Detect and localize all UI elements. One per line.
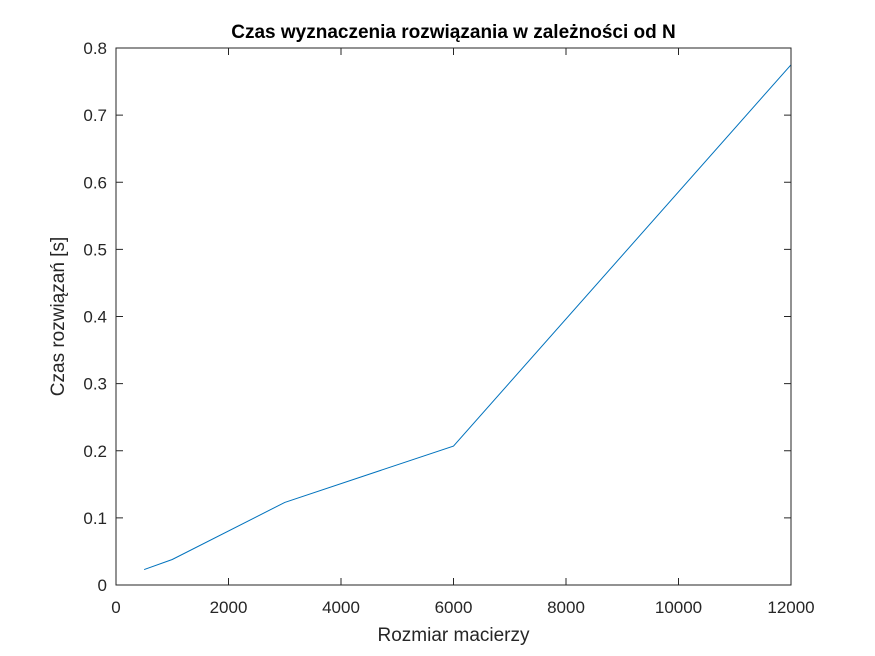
x-tick-label: 4000 xyxy=(322,598,360,617)
y-tick-label: 0.1 xyxy=(83,509,107,528)
x-tick-label: 10000 xyxy=(655,598,702,617)
y-ticks: 0 0.1 0.2 0.3 0.4 0.5 0.6 0.7 0.8 xyxy=(83,39,791,595)
x-tick-label: 8000 xyxy=(547,598,585,617)
plot-area xyxy=(116,48,791,585)
y-tick-label: 0.7 xyxy=(83,106,107,125)
y-tick-label: 0.8 xyxy=(83,39,107,58)
x-axis-label: Rozmiar macierzy xyxy=(377,625,530,646)
y-tick-label: 0.4 xyxy=(83,308,107,327)
y-axis-label: Czas rozwiązań [s] xyxy=(48,237,69,396)
x-tick-label: 2000 xyxy=(210,598,248,617)
y-tick-label: 0.2 xyxy=(83,442,107,461)
x-tick-label: 12000 xyxy=(767,598,814,617)
chart-title: Czas wyznaczenia rozwiązania w zależnośc… xyxy=(231,22,676,43)
x-ticks: 0 2000 4000 6000 8000 10000 12000 xyxy=(111,48,815,617)
y-tick-label: 0 xyxy=(98,576,107,595)
x-tick-label: 0 xyxy=(111,598,120,617)
series-layer xyxy=(143,64,792,571)
series-line xyxy=(143,64,792,571)
y-tick-label: 0.3 xyxy=(83,375,107,394)
x-tick-label: 6000 xyxy=(435,598,473,617)
y-tick-label: 0.6 xyxy=(83,173,107,192)
y-tick-label: 0.5 xyxy=(83,240,107,259)
